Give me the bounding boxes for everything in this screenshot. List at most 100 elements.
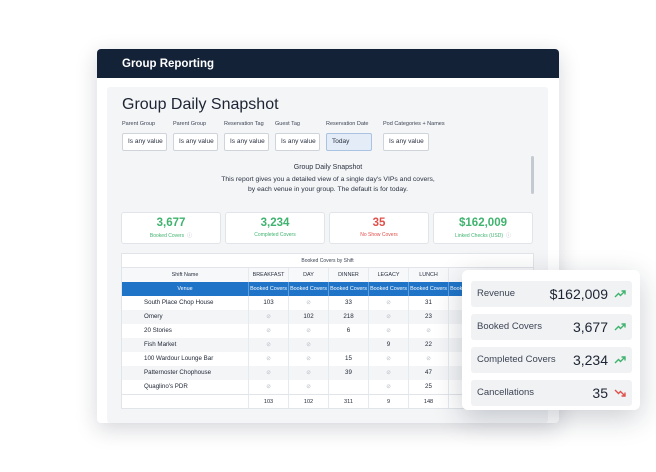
metric-completed-covers: Completed Covers 3,234 <box>471 347 632 373</box>
kpi-value: $162,009 <box>459 217 507 229</box>
kpi-label: No Show Covers <box>360 232 398 238</box>
trend-up-icon <box>614 356 626 364</box>
no-data-icon: ⊘ <box>386 356 391 362</box>
shift-lunch-header: LUNCH <box>409 268 449 282</box>
kpi-value: 3,677 <box>156 217 186 229</box>
table-row[interactable]: Patternoster Chophouse⊘⊘39⊘47⊘ <box>122 366 533 380</box>
filter-label: Parent Group <box>173 121 207 127</box>
covers-cell: 23 <box>409 310 449 324</box>
covers-cell: 103 <box>249 296 289 310</box>
no-data-icon: ⊘ <box>306 328 311 334</box>
total-cell: 311 <box>329 395 369 408</box>
covers-cell: ⊘ <box>289 380 329 394</box>
metric-label: Cancellations <box>477 387 535 398</box>
info-icon: ⓘ <box>187 233 193 239</box>
page-title: Group Daily Snapshot <box>122 96 279 113</box>
filter-reservation-date-input[interactable]: Today <box>326 133 372 151</box>
total-cell: 102 <box>289 395 329 408</box>
kpi-completed-covers: 3,234 Completed Covers <box>225 212 325 244</box>
filter-parent-group-2-input[interactable]: Is any value <box>173 133 218 151</box>
summary-card: Revenue $162,009 Booked Covers 3,677 Com… <box>462 270 640 410</box>
kpi-value: 3,234 <box>260 217 290 229</box>
filter-reservation-date: Reservation Date Today <box>326 121 372 151</box>
no-data-icon: ⊘ <box>306 356 311 362</box>
no-data-icon: ⊘ <box>386 328 391 334</box>
venue-cell: Omery <box>122 310 249 324</box>
no-data-icon: ⊘ <box>266 384 271 390</box>
covers-cell: ⊘ <box>249 324 289 338</box>
covers-cell: 39 <box>329 366 369 380</box>
metric-revenue: Revenue $162,009 <box>471 281 632 307</box>
shift-breakfast-header: BREAKFAST <box>249 268 289 282</box>
no-data-icon: ⊘ <box>426 328 431 334</box>
table-row[interactable]: 20 Stories⊘⊘6⊘⊘⊘ <box>122 324 533 338</box>
covers-cell: 15 <box>329 352 369 366</box>
filter-label: Reservation Tag <box>224 121 264 127</box>
filter-label: Parent Group <box>122 121 156 127</box>
metric-cancellations: Cancellations 35 <box>471 380 632 406</box>
description-scrollbar[interactable] <box>531 156 534 194</box>
trend-up-icon <box>614 323 626 331</box>
shift-dinner-header: DINNER <box>329 268 369 282</box>
description-line-1: This report gives you a detailed view of… <box>221 176 435 183</box>
no-data-icon: ⊘ <box>386 384 391 390</box>
kpi-value: 35 <box>372 217 386 229</box>
description-heading: Group Daily Snapshot <box>293 164 363 171</box>
metric-value: 3,677 <box>572 319 608 335</box>
filter-pod-categories-input[interactable]: Is any value <box>383 133 429 151</box>
window-title: Group Reporting <box>97 49 559 78</box>
venue-cell: Quaglino's PDR <box>122 380 249 394</box>
covers-cell: ⊘ <box>409 352 449 366</box>
filter-parent-group: Parent Group Is any value <box>122 121 167 151</box>
covers-cell: ⊘ <box>289 324 329 338</box>
no-data-icon: ⊘ <box>266 356 271 362</box>
kpi-label: Completed Covers <box>254 232 296 238</box>
covers-cell: 9 <box>369 338 409 352</box>
filter-guest-tag-input[interactable]: Is any value <box>275 133 320 151</box>
covers-cell: ⊘ <box>249 352 289 366</box>
filter-reservation-tag-input[interactable]: Is any value <box>224 133 269 151</box>
total-cell: 103 <box>249 395 289 408</box>
metric-label: Revenue <box>477 288 516 299</box>
col-header: Booked Covers <box>329 282 369 296</box>
kpi-booked-covers: 3,677 Booked Covers ⓘ <box>121 212 221 244</box>
info-icon: ⓘ <box>506 233 512 239</box>
covers-cell <box>329 338 369 352</box>
col-header: Booked Covers <box>369 282 409 296</box>
covers-cell: 6 <box>329 324 369 338</box>
no-data-icon: ⊘ <box>266 370 271 376</box>
shift-legacy-header: LEGACY <box>369 268 409 282</box>
kpi-linked-checks: $162,009 Linked Checks (USD) ⓘ <box>433 212 533 244</box>
filter-label: Guest Tag <box>275 121 300 127</box>
filter-pod-categories: Pod Categories + Names Is any value <box>383 121 445 151</box>
no-data-icon: ⊘ <box>266 328 271 334</box>
covers-cell: ⊘ <box>249 310 289 324</box>
table-body: South Place Chop House103⊘33⊘31⊘Omery⊘10… <box>122 296 533 408</box>
covers-cell: 218 <box>329 310 369 324</box>
covers-cell: ⊘ <box>249 380 289 394</box>
venue-header: Venue <box>122 282 249 296</box>
covers-cell: ⊘ <box>289 338 329 352</box>
filter-parent-group-2: Parent Group Is any value <box>173 121 218 151</box>
no-data-icon: ⊘ <box>306 342 311 348</box>
covers-cell: ⊘ <box>369 324 409 338</box>
total-cell: 9 <box>369 395 409 408</box>
no-data-icon: ⊘ <box>266 314 271 320</box>
filter-label: Pod Categories + Names <box>383 121 445 127</box>
covers-cell: ⊘ <box>369 380 409 394</box>
filter-label: Reservation Date <box>326 121 369 127</box>
filter-parent-group-input[interactable]: Is any value <box>122 133 167 151</box>
shift-header-row: Shift Name BREAKFAST DAY DINNER LEGACY L… <box>122 268 533 282</box>
col-header: Booked Covers <box>289 282 329 296</box>
venue-cell: South Place Chop House <box>122 296 249 310</box>
covers-cell: ⊘ <box>249 338 289 352</box>
filter-guest-tag: Guest Tag Is any value <box>275 121 320 151</box>
filter-reservation-tag: Reservation Tag Is any value <box>224 121 269 151</box>
description-line-2: by each venue in your group. The default… <box>248 186 408 193</box>
kpi-label: Linked Checks (USD) ⓘ <box>454 233 512 239</box>
trend-down-icon <box>614 389 626 397</box>
covers-cell: ⊘ <box>289 296 329 310</box>
venue-cell: 100 Wardour Lounge Bar <box>122 352 249 366</box>
table-caption: Booked Covers by Shift <box>122 254 533 268</box>
